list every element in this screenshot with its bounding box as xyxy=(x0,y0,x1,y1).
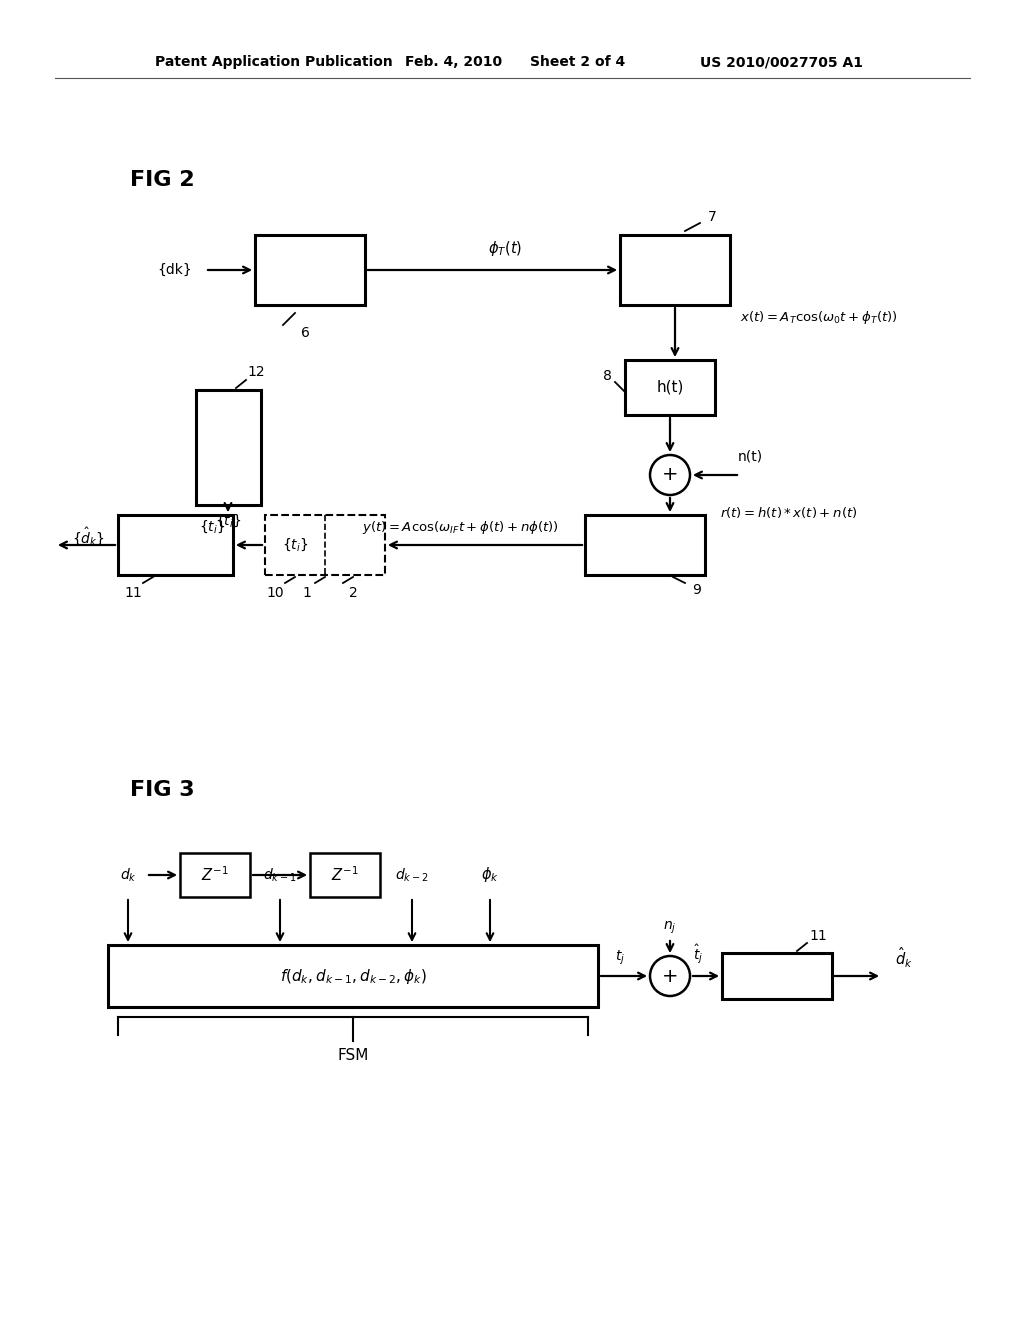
Text: $Z^{-1}$: $Z^{-1}$ xyxy=(201,866,228,884)
Bar xyxy=(196,389,261,506)
Circle shape xyxy=(650,956,690,997)
Bar xyxy=(722,953,831,999)
Text: $\hat{d}_k$: $\hat{d}_k$ xyxy=(895,945,912,970)
Circle shape xyxy=(650,455,690,495)
Text: FSM: FSM xyxy=(337,1048,369,1063)
Text: $\{t_i\}$: $\{t_i\}$ xyxy=(199,519,225,536)
Bar xyxy=(265,515,385,576)
Text: $\{\hat{d}_k\}$: $\{\hat{d}_k\}$ xyxy=(72,525,104,548)
Text: Feb. 4, 2010: Feb. 4, 2010 xyxy=(406,55,502,69)
Bar xyxy=(118,515,233,576)
Text: 1: 1 xyxy=(302,586,311,601)
Text: Sheet 2 of 4: Sheet 2 of 4 xyxy=(530,55,626,69)
Bar xyxy=(625,360,715,414)
Text: $x(t)=A_T\cos(\omega_0t+\phi_T(t))$: $x(t)=A_T\cos(\omega_0t+\phi_T(t))$ xyxy=(740,309,898,326)
Bar xyxy=(255,235,365,305)
Text: 6: 6 xyxy=(301,326,309,341)
Text: +: + xyxy=(662,966,678,986)
Text: $r(t)=h(t)*x(t)+n(t)$: $r(t)=h(t)*x(t)+n(t)$ xyxy=(720,506,857,520)
Text: 12: 12 xyxy=(247,366,265,379)
Text: 11: 11 xyxy=(124,586,142,601)
Text: $d_{k-2}$: $d_{k-2}$ xyxy=(395,866,429,883)
Text: 2: 2 xyxy=(348,586,357,601)
Text: $\{t_i\}$: $\{t_i\}$ xyxy=(215,512,242,529)
Text: $\{t_i\}$: $\{t_i\}$ xyxy=(282,537,308,553)
Bar xyxy=(310,853,380,898)
Text: Patent Application Publication: Patent Application Publication xyxy=(155,55,393,69)
Text: $f(d_k,d_{k-1},d_{k-2},\phi_k)$: $f(d_k,d_{k-1},d_{k-2},\phi_k)$ xyxy=(280,966,426,986)
Text: +: + xyxy=(662,466,678,484)
Text: $n_j$: $n_j$ xyxy=(664,920,677,936)
Text: 7: 7 xyxy=(708,210,717,224)
Text: $Z^{-1}$: $Z^{-1}$ xyxy=(331,866,358,884)
Text: $t_j$: $t_j$ xyxy=(615,949,625,968)
Text: 10: 10 xyxy=(266,586,284,601)
Text: $d_{k-1}$: $d_{k-1}$ xyxy=(263,866,297,883)
Text: $\phi_k$: $\phi_k$ xyxy=(481,866,499,884)
Text: FIG 3: FIG 3 xyxy=(130,780,195,800)
Bar xyxy=(180,853,250,898)
Text: $\hat{t}_j$: $\hat{t}_j$ xyxy=(693,942,703,966)
Text: 11: 11 xyxy=(809,929,826,942)
Bar xyxy=(108,945,598,1007)
Text: h(t): h(t) xyxy=(656,380,684,395)
Text: $\phi_T(t)$: $\phi_T(t)$ xyxy=(487,239,522,257)
Text: 8: 8 xyxy=(602,370,611,383)
Text: n(t): n(t) xyxy=(737,450,763,465)
Bar xyxy=(585,515,705,576)
Text: $d_k$: $d_k$ xyxy=(120,866,136,883)
Text: US 2010/0027705 A1: US 2010/0027705 A1 xyxy=(700,55,863,69)
Text: FIG 2: FIG 2 xyxy=(130,170,195,190)
Text: $y(t)=A\cos(\omega_{IF}t+\phi(t)+n\phi(t))$: $y(t)=A\cos(\omega_{IF}t+\phi(t)+n\phi(t… xyxy=(361,520,558,536)
Text: {dk}: {dk} xyxy=(158,263,193,277)
Bar xyxy=(620,235,730,305)
Text: 9: 9 xyxy=(692,583,701,597)
